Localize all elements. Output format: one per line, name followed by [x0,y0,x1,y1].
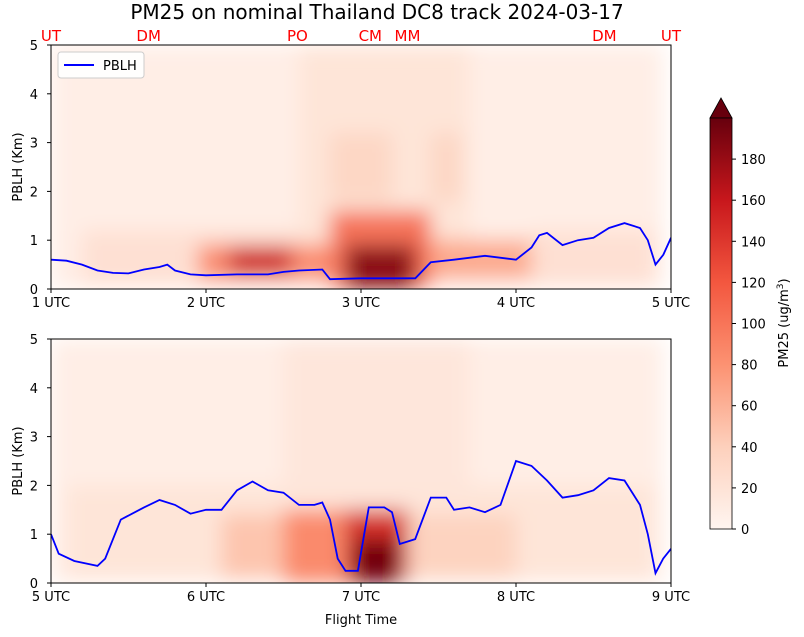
panel-1: 1 UTC 2 UTC 3 UTC 4 UTC 5 UTC 0 1 2 3 4 5 PBLH (Km)… [11,39,690,311]
pm25-region [229,247,292,275]
y-tick-label: 1 [30,234,38,249]
y-tick-label: 5 [30,39,38,54]
site-label: PO [287,27,308,45]
site-label: DM [136,27,161,45]
y-tick-label: 3 [30,431,38,446]
site-label: UT [661,27,682,45]
pm25-region [330,132,392,202]
colorbar-tick-label: 60 [741,400,758,415]
x-tick-label: 5 UTC [652,296,690,311]
site-label: UT [41,27,62,45]
x-tick-label: 4 UTC [497,296,535,311]
pblh-line [51,222,671,281]
pm25-region [345,245,416,289]
legend-label: PBLH [103,59,137,74]
colorbar-tick-label: 180 [741,153,766,168]
y-tick-label: 2 [30,185,38,200]
y-tick-label: 1 [30,528,38,543]
y-tick-label: 2 [30,479,38,494]
pblh-line [51,459,671,576]
x-tick-label: 9 UTC [652,590,690,605]
pm25-region [407,514,516,579]
colorbar-extend-arrow [709,97,733,119]
colorbar-tick-label: 20 [741,482,758,497]
pm25-region [430,132,462,202]
site-label: MM [395,27,421,45]
chart-title: PM25 on nominal Thailand DC8 track 2024-… [130,0,623,24]
colorbar-tick-label: 80 [741,359,758,374]
colorbar-tick-label: 40 [741,441,758,456]
colorbar-label: PM25 (ug/m3) [776,278,792,367]
y-tick-label: 5 [30,333,38,348]
y-tick-label: 4 [30,382,38,397]
site-label: DM [592,27,617,45]
y-tick-label: 3 [30,137,38,152]
y-tick-label: 4 [30,88,38,103]
y-axis-label: PBLH (Km) [11,426,26,495]
x-tick-label: 8 UTC [497,590,535,605]
pm25-region [353,539,400,583]
y-tick-label: 0 [30,283,38,298]
colorbar-tick-label: 160 [741,194,766,209]
site-labels: UT DM PO CM MM DM UT [41,27,682,45]
x-tick-label: 7 UTC [342,590,380,605]
x-tick-label: 3 UTC [342,296,380,311]
site-label: CM [359,27,382,45]
y-axis-label: PBLH (Km) [11,132,26,201]
colorbar-tick-label: 100 [741,318,766,333]
panel-2: 5 UTC 6 UTC 7 UTC 8 UTC 9 UTC 0 1 2 3 4 5 PBLH (Km)… [11,333,690,628]
x-tick-label: 5 UTC [32,590,70,605]
colorbar-tick-label: 0 [741,523,749,538]
pm25-heatmap [51,45,664,289]
x-tick-label: 2 UTC [187,296,225,311]
x-axis-label: Flight Time [325,613,397,628]
colorbar-gradient [709,117,733,530]
y-tick-label: 0 [30,577,38,592]
pm25-region [531,230,656,285]
x-tick-label: 1 UTC [32,296,70,311]
colorbar-tick-label: 120 [741,276,766,291]
legend: PBLH [57,51,145,79]
x-tick-label: 6 UTC [187,590,225,605]
pm25-heatmap [51,339,664,583]
colorbar: 0 20 40 60 80 100 120 140 160 180 PM25 (ug/m3) [709,97,792,538]
colorbar-tick-label: 140 [741,235,766,250]
